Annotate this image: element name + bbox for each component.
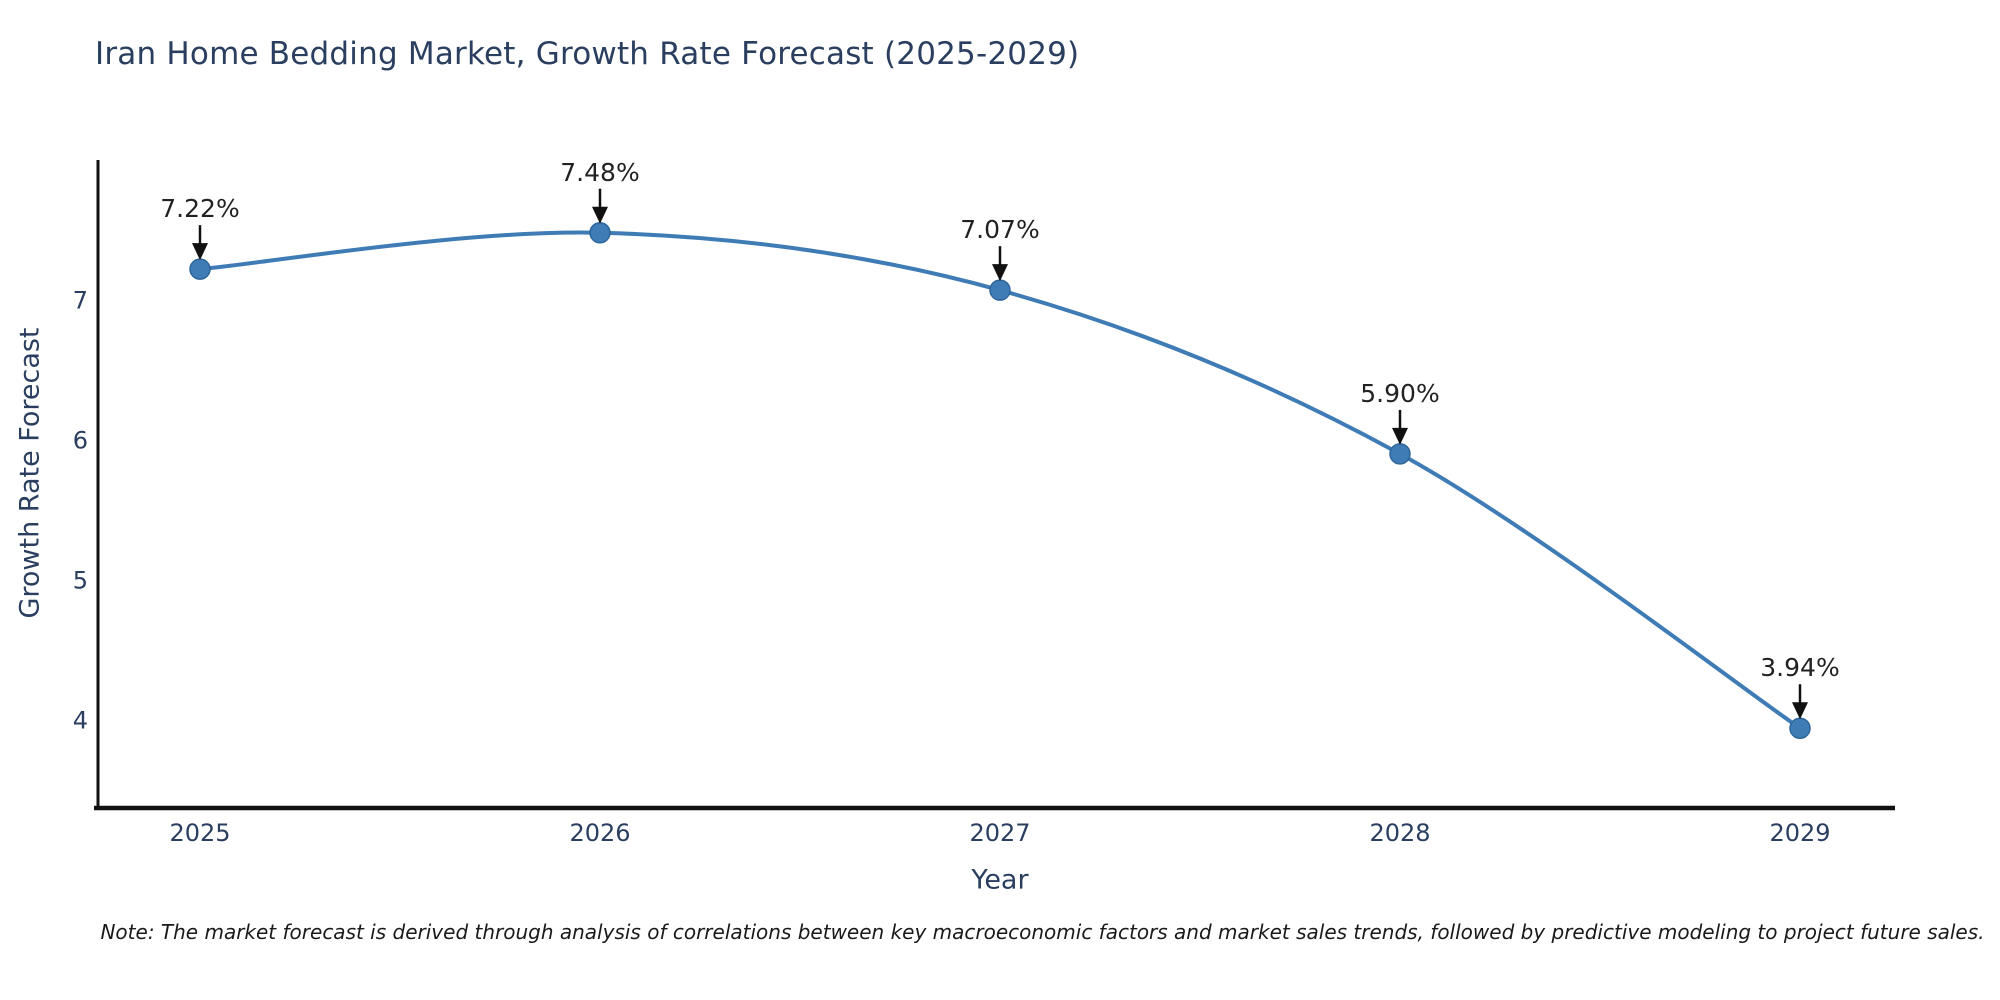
annotation-value-label-2027: 7.07% bbox=[960, 215, 1039, 244]
data-point-2028 bbox=[1389, 443, 1411, 465]
chart-title: Iran Home Bedding Market, Growth Rate Fo… bbox=[95, 36, 1080, 72]
annotation-arrowhead bbox=[1392, 427, 1408, 445]
x-tick-label: 2029 bbox=[1769, 819, 1830, 847]
x-axis-title: Year bbox=[971, 864, 1029, 896]
annotation-value-label-2028: 5.90% bbox=[1360, 379, 1439, 408]
annotation-arrowhead bbox=[592, 206, 608, 224]
x-tick-label: 2027 bbox=[969, 819, 1030, 847]
data-point-2025 bbox=[189, 258, 211, 280]
x-tick-label: 2025 bbox=[169, 819, 230, 847]
data-point-2026 bbox=[589, 222, 611, 244]
y-tick-label: 5 bbox=[73, 566, 88, 594]
x-tick-label: 2028 bbox=[1369, 819, 1430, 847]
y-tick-label: 4 bbox=[73, 706, 88, 734]
annotation-value-label-2026: 7.48% bbox=[560, 158, 639, 187]
y-axis-title: Growth Rate Forecast bbox=[14, 327, 46, 619]
data-point-2027 bbox=[989, 279, 1011, 301]
annotation-value-label-2025: 7.22% bbox=[160, 194, 239, 223]
annotation-arrowhead bbox=[1792, 702, 1808, 720]
annotation-arrowhead bbox=[192, 243, 208, 261]
annotation-value-label-2029: 3.94% bbox=[1760, 653, 1839, 682]
y-tick-label: 7 bbox=[73, 286, 88, 314]
y-tick-label: 6 bbox=[73, 426, 88, 454]
footnote: Note: The market forecast is derived thr… bbox=[100, 920, 1985, 944]
trend-line bbox=[198, 230, 1802, 731]
annotation-arrowhead bbox=[992, 264, 1008, 282]
data-point-2029 bbox=[1789, 717, 1811, 739]
x-tick-label: 2026 bbox=[569, 819, 630, 847]
